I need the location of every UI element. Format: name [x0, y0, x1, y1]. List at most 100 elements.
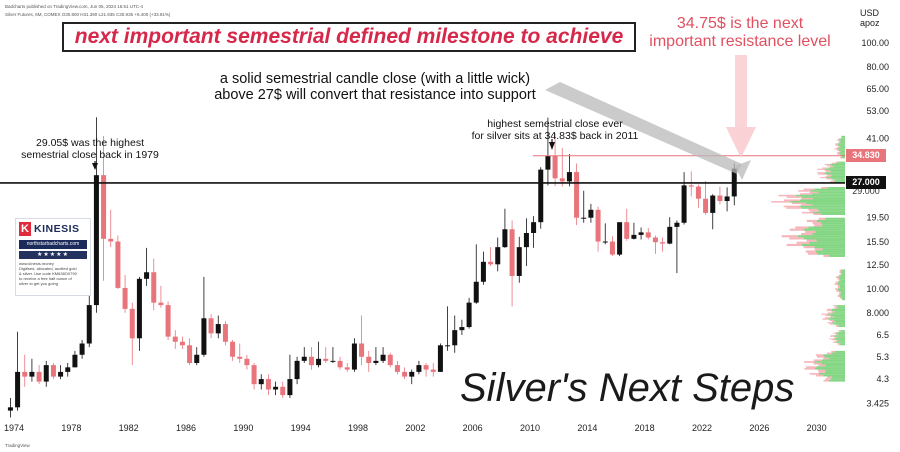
volume-bar [830, 378, 845, 380]
kinesis-stars-icon: ★★★★★ [19, 251, 87, 259]
candle-body [717, 195, 723, 202]
candle-body [22, 371, 28, 377]
volume-bar [825, 369, 845, 372]
candle-body [187, 345, 193, 363]
candle-body [36, 371, 42, 382]
candle-body [516, 247, 522, 276]
volume-bar [834, 350, 845, 353]
volume-bar [808, 208, 818, 211]
volume-bar [796, 241, 810, 244]
volume-bar [830, 335, 835, 337]
volume-bar [834, 336, 845, 337]
x-tick-label: 1994 [291, 423, 311, 433]
candle-body [172, 336, 178, 342]
volume-bar [833, 166, 845, 168]
candle-body [359, 343, 365, 357]
volume-bar [831, 309, 845, 312]
volume-bar [837, 143, 845, 145]
volume-bar [803, 246, 815, 249]
volume-bar [836, 342, 839, 344]
volume-bar [840, 274, 845, 277]
volume-bar [831, 311, 836, 313]
volume-bar [841, 296, 845, 299]
volume-bar [823, 379, 830, 382]
volume-bar [792, 202, 806, 205]
volume-bar [827, 376, 832, 379]
support-price-tag: 27.000 [846, 176, 886, 190]
x-tick-label: 1986 [176, 423, 196, 433]
volume-bar [829, 163, 845, 166]
volume-bar [825, 171, 831, 173]
volume-bar [833, 305, 837, 307]
candle-body [337, 360, 343, 368]
candle-body [380, 354, 386, 361]
candle-body [502, 229, 508, 248]
symbol-line: Silver Futures, 6M, COMEX O30.800 H31.39… [5, 12, 171, 17]
x-axis: 1974 1978 1982 1986 1990 1994 1998 2002 2006 2010… [4, 423, 827, 433]
volume-bar [825, 173, 845, 175]
volume-bar [838, 293, 841, 296]
volume-bar [835, 281, 839, 284]
candle-body [179, 341, 185, 346]
headline: next important semestrial defined milest… [74, 25, 624, 48]
candle-body [29, 371, 35, 377]
high-1979-note: 29.05$ was the highest semestrial close … [20, 137, 160, 161]
x-tick-label: 2022 [692, 423, 712, 433]
volume-bar [839, 149, 845, 151]
volume-bar [838, 145, 841, 148]
candle-body [65, 367, 71, 372]
volume-bar [825, 364, 845, 367]
volume-bar [799, 205, 845, 208]
volume-bar [812, 197, 845, 200]
volume-bar [840, 330, 845, 331]
kinesis-header: K KINESIS [16, 219, 90, 239]
candle-body [566, 172, 572, 182]
volume-bar [805, 230, 816, 233]
volume-bar [841, 298, 843, 301]
candle-body [545, 155, 551, 170]
volume-bar [840, 138, 845, 140]
volume-bar [837, 148, 845, 150]
volume-bar [838, 331, 845, 333]
high-1979-note-line-1: 29.05$ was the highest [36, 137, 144, 149]
x-tick-label: 2030 [807, 423, 827, 433]
candle-body [581, 217, 587, 219]
volume-profile [771, 135, 845, 382]
volume-bar [771, 201, 791, 203]
volume-bar [818, 364, 826, 367]
y-tick-label: 10.00 [866, 284, 889, 294]
volume-bar [836, 341, 845, 342]
volume-bar [818, 191, 845, 194]
volume-bar [837, 295, 840, 297]
volume-bar [795, 194, 845, 197]
volume-bar [820, 177, 827, 179]
volume-bar [841, 154, 845, 156]
candle-body [724, 196, 730, 202]
volume-bar [839, 286, 845, 289]
volume-bar [814, 248, 823, 251]
volume-bar [835, 162, 845, 164]
volume-bar [840, 330, 845, 332]
volume-bar [842, 298, 845, 301]
volume-bar [838, 334, 845, 336]
volume-bar [834, 307, 837, 309]
volume-bar [830, 175, 845, 178]
annotation-arrows [92, 55, 756, 180]
volume-bar [824, 172, 845, 174]
volume-bar [833, 323, 845, 325]
volume-bar [818, 373, 845, 375]
volume-bar [831, 350, 835, 353]
grey-arrow-head-icon [735, 160, 751, 180]
kinesis-ad[interactable]: K KINESIS northstarbadcharts.com ★★★★★ w… [15, 218, 91, 296]
candle-body [58, 371, 64, 377]
headline-frame [62, 22, 636, 52]
volume-bar [835, 334, 839, 336]
y-tick-label: 12.50 [866, 260, 889, 270]
volume-bar [825, 371, 845, 374]
volume-bar [831, 376, 845, 379]
volume-bar [789, 228, 804, 231]
kinesis-link[interactable]: northstarbadcharts.com [19, 240, 87, 249]
volume-bar [831, 165, 845, 167]
volume-bar [839, 157, 842, 159]
y-tick-label: 5.3 [876, 352, 889, 362]
